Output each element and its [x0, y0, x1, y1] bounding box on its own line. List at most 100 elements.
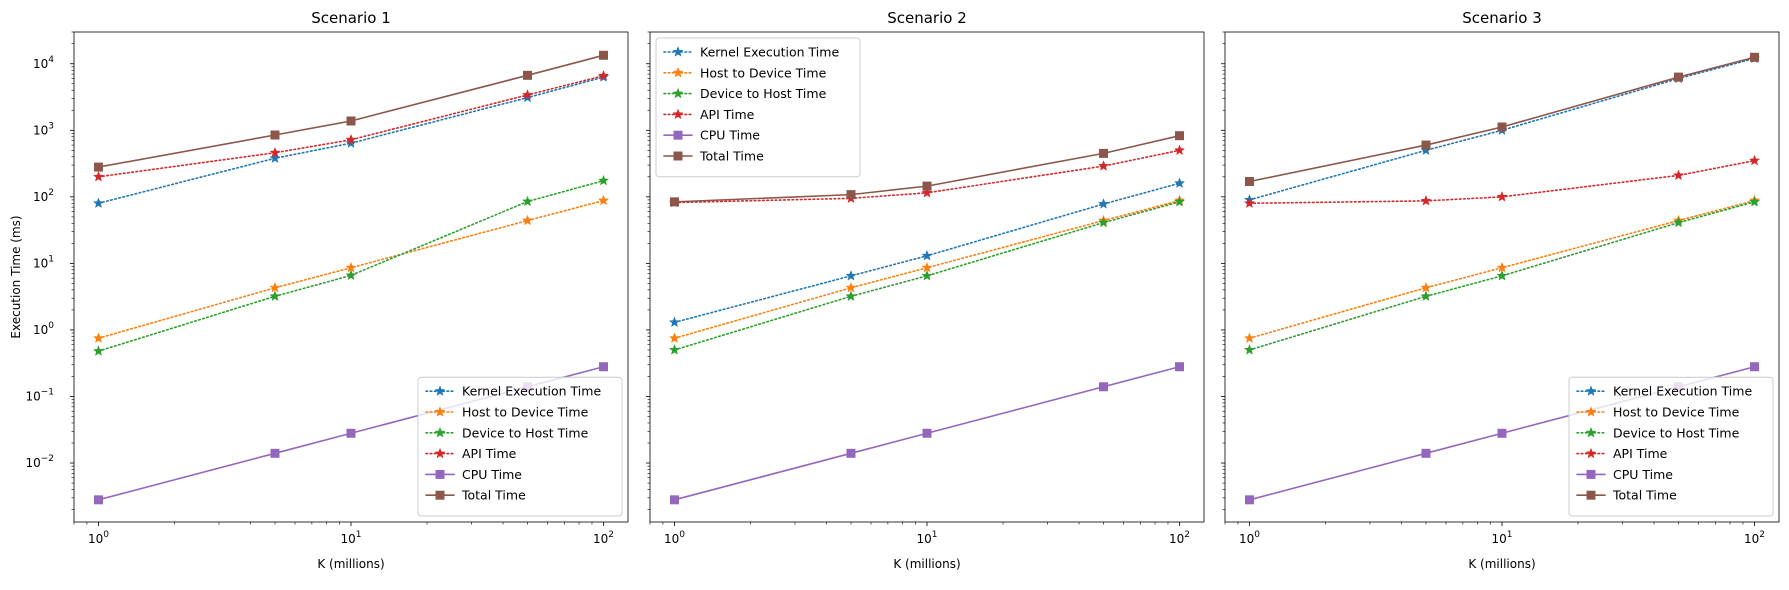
legend-item: Kernel Execution Time	[663, 45, 839, 60]
data-point	[346, 428, 356, 438]
series-cpu-time	[669, 362, 1185, 505]
data-point	[599, 362, 609, 372]
data-point	[1099, 382, 1109, 392]
data-point	[597, 174, 610, 186]
data-point	[1748, 154, 1761, 166]
data-point	[345, 137, 357, 148]
legend-label: Total Time	[699, 149, 764, 164]
legend-item: Total Time	[663, 149, 764, 164]
series-total-time	[669, 131, 1185, 207]
data-point	[1099, 148, 1109, 158]
legend: Kernel Execution Time Host to Device Time…	[417, 376, 623, 517]
legend-label: Host to Device Time	[462, 405, 589, 420]
legend-label: CPU Time	[700, 128, 760, 143]
data-point	[270, 130, 280, 140]
series-line	[97, 74, 605, 178]
data-point	[270, 448, 280, 458]
x-tick-label: 100	[664, 530, 685, 546]
legend-label: API Time	[1613, 446, 1668, 461]
data-point	[1173, 144, 1186, 156]
legend-box	[1568, 376, 1774, 517]
data-point	[922, 428, 932, 438]
y-tick-label: 103	[33, 121, 54, 137]
legend-marker	[1586, 490, 1596, 500]
data-point	[669, 495, 679, 505]
y-tick-label: 101	[33, 254, 54, 270]
data-point	[345, 133, 357, 145]
x-tick-label: 101	[916, 530, 937, 546]
legend-label: Kernel Execution Time	[462, 384, 601, 399]
data-point	[922, 181, 932, 191]
x-tick-label: 102	[1169, 530, 1190, 546]
legend: Kernel Execution Time Host to Device Time…	[655, 37, 861, 178]
series-api-time	[1243, 154, 1761, 209]
legend-label: Device to Host Time	[700, 86, 827, 101]
data-point	[346, 116, 356, 126]
x-axis-label: K (millions)	[317, 557, 384, 571]
legend-marker	[673, 130, 683, 140]
legend-item: Device to Host Time	[425, 425, 589, 440]
legend-label: API Time	[462, 446, 517, 461]
data-point	[1748, 195, 1761, 207]
data-point	[845, 281, 857, 293]
data-point	[1173, 177, 1186, 189]
series-total-time	[1244, 52, 1760, 187]
legend-marker	[435, 490, 445, 500]
legend-item: Device to Host Time	[663, 86, 827, 101]
data-point	[1496, 190, 1508, 202]
data-point	[269, 281, 281, 293]
legend-label: Host to Device Time	[700, 65, 827, 80]
data-point	[1497, 122, 1507, 132]
legend-box	[417, 376, 623, 517]
data-point	[597, 194, 610, 206]
data-point	[1097, 160, 1110, 171]
y-axis-label: Execution Time (ms)	[9, 215, 23, 338]
legend-item: CPU Time	[425, 467, 522, 482]
legend-item: API Time	[425, 446, 517, 461]
y-tick-label: 102	[33, 188, 54, 204]
data-point	[921, 186, 933, 198]
chart-panel-3: 100 101 102 Scenario 3 K (millions) Kernel Ex…	[1221, 9, 1780, 571]
data-point	[93, 162, 103, 172]
legend-item: Kernel Execution Time	[1576, 384, 1752, 399]
legend-marker	[672, 87, 684, 99]
y-tick-label: 10−2	[25, 454, 54, 470]
data-point	[1243, 344, 1256, 355]
data-point	[845, 290, 857, 302]
legend-item: Host to Device Time	[1576, 405, 1740, 420]
data-point	[92, 345, 105, 356]
legend-marker	[1586, 469, 1596, 479]
data-point	[1243, 197, 1256, 209]
data-point	[921, 269, 933, 281]
data-point	[1750, 362, 1760, 372]
legend-marker	[1585, 385, 1597, 396]
legend-marker	[672, 108, 684, 120]
series-host-to-device-time	[92, 194, 610, 344]
data-point	[1097, 216, 1110, 228]
data-point	[668, 316, 681, 328]
legend-label: CPU Time	[1613, 467, 1673, 482]
data-point	[599, 50, 609, 60]
legend-marker	[435, 469, 445, 479]
data-point	[269, 290, 281, 302]
x-axis-label: K (millions)	[893, 557, 960, 571]
data-point	[1421, 448, 1431, 458]
legend-label: Device to Host Time	[1613, 425, 1740, 440]
data-point	[521, 214, 534, 226]
legend-marker	[1585, 406, 1597, 417]
x-tick-label: 100	[88, 530, 109, 546]
legend-marker	[434, 447, 446, 459]
x-axis-label: K (millions)	[1468, 557, 1535, 571]
legend-item: CPU Time	[1576, 467, 1673, 482]
legend-item: CPU Time	[663, 128, 760, 143]
data-point	[1421, 140, 1431, 150]
x-tick-label: 101	[1491, 530, 1512, 546]
data-point	[845, 269, 857, 281]
data-point	[92, 197, 105, 209]
y-tick-label: 104	[33, 55, 54, 71]
data-point	[521, 89, 534, 100]
series-line	[673, 201, 1181, 351]
data-point	[1672, 169, 1685, 181]
series-device-to-host-time	[92, 174, 610, 356]
